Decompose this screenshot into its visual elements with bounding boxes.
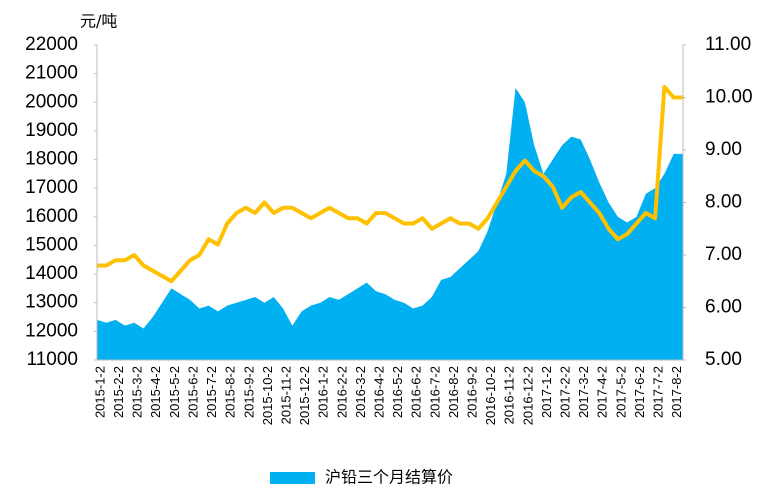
y2-tick-label: 9.00 <box>705 139 742 160</box>
x-tick-label: 2015-7-2 <box>204 366 219 418</box>
y-unit-label: 元/吨 <box>80 12 117 31</box>
x-tick-label: 2016-2-2 <box>334 366 349 418</box>
x-tick-label: 2015-12-2 <box>297 366 312 425</box>
y2-tick-label: 7.00 <box>705 244 742 265</box>
x-tick-label: 2016-10-2 <box>483 366 498 425</box>
x-tick-label: 2016-7-2 <box>427 366 442 418</box>
x-tick-label: 2015-8-2 <box>223 366 238 418</box>
x-tick-label: 2017-5-2 <box>613 366 628 418</box>
y-tick-label: 16000 <box>25 206 78 227</box>
x-tick-label: 2015-9-2 <box>241 366 256 418</box>
area <box>97 87 683 361</box>
x-tick-label: 2015-2-2 <box>111 366 126 418</box>
x-tick-label: 2015-6-2 <box>185 366 200 418</box>
x-tick-label: 2017-3-2 <box>576 366 591 418</box>
x-tick-label: 2015-3-2 <box>130 366 145 418</box>
x-tick-label: 2016-9-2 <box>465 366 480 418</box>
y-tick-label: 21000 <box>25 63 78 84</box>
y-tick-label: 12000 <box>25 320 78 341</box>
x-tick-label: 2017-8-2 <box>669 366 684 418</box>
x-tick-label: 2016-8-2 <box>446 366 461 418</box>
y2-tick-label: 10.00 <box>705 87 753 108</box>
x-tick-label: 2016-5-2 <box>390 366 405 418</box>
x-tick-label: 2015-10-2 <box>260 366 275 425</box>
y-tick-label: 15000 <box>25 234 78 255</box>
y2-tick-label: 11.00 <box>705 34 751 55</box>
x-tick-label: 2016-6-2 <box>409 366 424 418</box>
x-tick-label: 2016-1-2 <box>316 366 331 418</box>
x-tick-label: 2017-4-2 <box>595 366 610 418</box>
legend-label: 沪铅三个月结算价 <box>325 468 453 487</box>
y2-tick-label: 8.00 <box>705 192 742 213</box>
y2-tick-label: 5.00 <box>705 349 742 370</box>
legend-swatch <box>270 472 315 484</box>
y-tick-label: 13000 <box>25 292 78 313</box>
y-tick-label: 22000 <box>25 34 78 55</box>
x-tick-label: 2016-4-2 <box>371 366 386 418</box>
watermark: 百川资讯VIP <box>231 152 490 203</box>
x-tick-label: 2015-4-2 <box>148 366 163 418</box>
y2-tick-label: 6.00 <box>705 297 742 318</box>
y-tick-label: 19000 <box>25 120 78 141</box>
x-tick-label: 2016-12-2 <box>520 366 535 425</box>
y-tick-label: 14000 <box>25 263 78 284</box>
line <box>97 85 683 284</box>
y-tick-label: 11000 <box>27 349 78 370</box>
x-tick-label: 2016-3-2 <box>353 366 368 418</box>
x-tick-label: 2017-2-2 <box>558 366 573 418</box>
y-tick-label: 17000 <box>25 177 78 198</box>
x-tick-label: 2015-5-2 <box>167 366 182 418</box>
x-tick-label: 2015-11-2 <box>278 366 293 424</box>
x-tick-label: 2017-1-2 <box>539 366 554 418</box>
y-tick-label: 18000 <box>25 149 78 170</box>
x-tick-label: 2017-7-2 <box>651 366 666 418</box>
x-tick-label: 2017-6-2 <box>632 366 647 418</box>
x-tick-label: 2015-1-2 <box>92 366 107 418</box>
x-tick-label: 2016-11-2 <box>502 366 517 424</box>
y-tick-label: 20000 <box>25 91 78 112</box>
